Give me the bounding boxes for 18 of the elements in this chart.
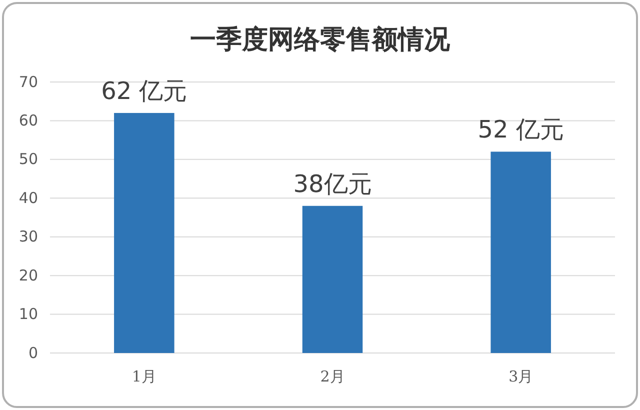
y-tick-label: 0: [28, 344, 38, 362]
y-tick-label: 20: [18, 266, 38, 284]
chart-title: 一季度网络零售额情况: [190, 25, 451, 55]
bar: [114, 112, 174, 353]
x-tick-label: 1月: [132, 368, 156, 386]
x-tick-label: 2月: [320, 368, 345, 386]
y-tick-label: 50: [18, 150, 38, 168]
data-label: 38亿元: [293, 170, 372, 198]
y-tick-label: 40: [18, 188, 38, 207]
x-tick-label: 3月: [508, 368, 534, 386]
bar: [302, 206, 363, 353]
y-tick-label: 70: [18, 72, 38, 91]
y-tick-label: 10: [18, 305, 38, 324]
data-label: 52 亿元: [478, 116, 564, 144]
y-tick-label: 30: [18, 228, 38, 246]
y-tick-label: 60: [18, 112, 38, 130]
bar: [490, 152, 551, 353]
data-label: 62 亿元: [101, 76, 188, 105]
